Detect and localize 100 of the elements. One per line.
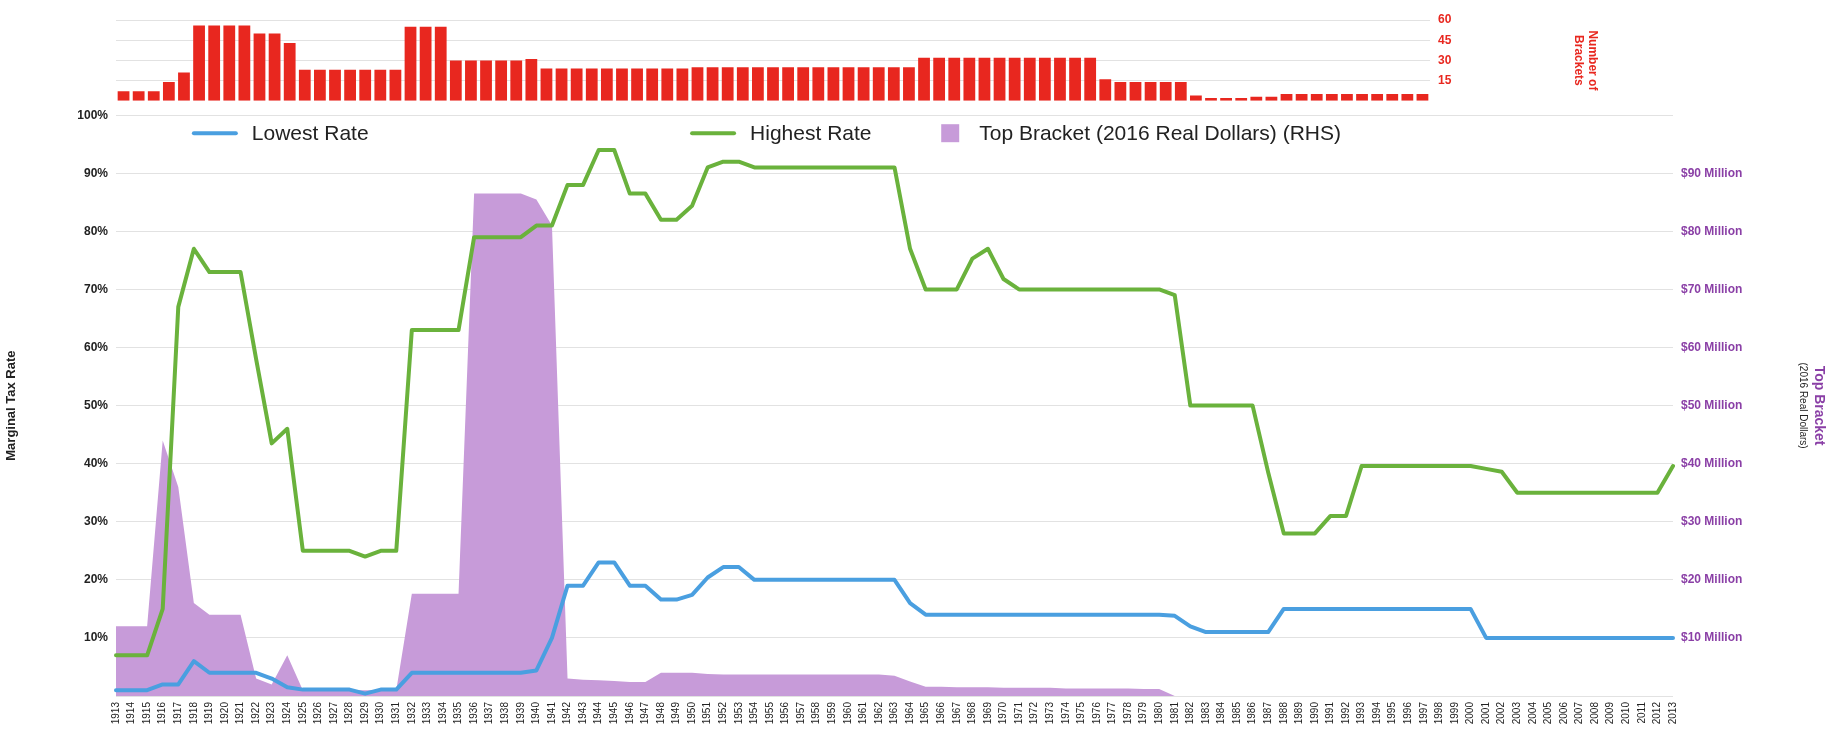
x-tick-label: 1952: [716, 701, 728, 725]
x-tick-label: 2008: [1588, 701, 1600, 725]
bar: [374, 69, 387, 101]
x-tick-label: 1980: [1152, 701, 1164, 725]
bar: [993, 57, 1006, 101]
bar: [948, 57, 961, 101]
x-tick-label: 2001: [1479, 701, 1491, 725]
y-tick-label: 40%: [83, 455, 109, 470]
x-tick-label: 1951: [701, 701, 713, 725]
bar: [646, 68, 659, 101]
bar: [540, 68, 553, 101]
x-tick-label: 2003: [1511, 701, 1523, 725]
x-tick-label: 1919: [203, 701, 215, 725]
bar: [1401, 94, 1414, 101]
y2-tick-label: $30 Million: [1681, 514, 1743, 529]
x-tick-label: 1987: [1261, 701, 1273, 725]
bar: [449, 60, 462, 101]
x-tick-label: 1916: [156, 701, 168, 725]
x-tick-label: 1998: [1433, 701, 1445, 725]
y-tick-label: 20%: [83, 572, 109, 587]
legend-label: Lowest Rate: [251, 121, 369, 144]
y2-axis-title: Top Bracket: [1812, 365, 1829, 446]
bar: [253, 33, 266, 101]
x-tick-label: 1962: [872, 701, 884, 725]
bar: [616, 68, 628, 101]
x-tick-label: 1944: [592, 701, 604, 725]
x-tick-label: 1978: [1121, 701, 1133, 725]
bar: [721, 67, 734, 101]
x-tick-label: 1991: [1324, 701, 1336, 725]
y2-tick-label: $50 Million: [1681, 397, 1743, 412]
bar: [1295, 94, 1308, 101]
bar: [978, 57, 991, 101]
bar: [193, 25, 205, 101]
x-tick-label: 1950: [685, 701, 697, 725]
x-tick-label: 1975: [1075, 701, 1087, 725]
bar: [1174, 81, 1187, 101]
bar: [525, 59, 538, 101]
x-tick-label: 1977: [1106, 701, 1118, 725]
x-tick-label: 1947: [639, 701, 651, 725]
x-tick-label: 1937: [483, 701, 495, 725]
x-tick-label: 1923: [265, 701, 277, 725]
y-tick-label: 30: [1438, 52, 1452, 67]
bar: [1386, 94, 1399, 101]
x-tick-label: 1926: [312, 701, 324, 725]
bar: [918, 57, 930, 101]
bar: [178, 72, 190, 101]
x-tick-label: 1973: [1043, 701, 1055, 725]
x-tick-label: 1981: [1168, 701, 1180, 725]
x-tick-label: 1927: [327, 701, 339, 725]
x-tick-label: 1965: [919, 701, 931, 725]
bar: [359, 69, 372, 101]
bar: [963, 57, 976, 101]
x-tick-label: 1971: [1012, 701, 1024, 725]
x-tick-label: 1995: [1386, 701, 1398, 725]
y2-tick-label: $70 Million: [1681, 281, 1743, 296]
x-tick-label: 2002: [1495, 701, 1507, 725]
y-tick-label: 100%: [77, 107, 109, 122]
x-tick-label: 2004: [1526, 701, 1538, 725]
bar: [480, 60, 492, 101]
bar: [555, 68, 568, 101]
bar: [1341, 94, 1353, 101]
x-tick-label: 1984: [1215, 701, 1227, 725]
bar: [585, 68, 598, 101]
x-tick-label: 1996: [1402, 701, 1414, 725]
bar: [1023, 57, 1036, 101]
bar: [827, 67, 840, 101]
bar: [887, 67, 900, 101]
x-tick-label: 1920: [218, 701, 230, 725]
bar: [903, 67, 915, 101]
x-tick-label: 1932: [405, 701, 417, 725]
y-axis-title: Number of Brackets: [1571, 30, 1600, 92]
bar: [1159, 81, 1172, 101]
x-tick-label: 1942: [561, 701, 573, 725]
x-tick-label: 1997: [1417, 701, 1429, 725]
x-tick-label: 1929: [358, 701, 370, 725]
x-tick-label: 1954: [748, 701, 760, 725]
y-tick-label: 30%: [83, 514, 109, 529]
bar: [1054, 57, 1066, 101]
x-tick-label: 1989: [1293, 701, 1305, 725]
x-tick-label: 2013: [1666, 701, 1678, 725]
legend-label: Highest Rate: [750, 121, 872, 144]
y-tick-label: 50%: [83, 397, 109, 412]
bar: [767, 67, 779, 101]
bar: [283, 42, 296, 101]
x-tick-label: 1955: [763, 701, 775, 725]
x-tick-label: 1970: [997, 701, 1009, 725]
bar: [268, 33, 281, 101]
x-tick-label: 1945: [607, 701, 619, 725]
x-tick-label: 2000: [1464, 701, 1476, 725]
x-tick-label: 1960: [841, 701, 853, 725]
x-tick-label: 1940: [530, 701, 542, 725]
y2-tick-label: $40 Million: [1681, 455, 1743, 470]
x-tick-label: 1939: [514, 701, 526, 725]
bar: [1310, 94, 1323, 101]
bar: [208, 25, 221, 101]
x-tick-label: 2012: [1651, 701, 1663, 725]
x-tick-label: 1943: [576, 701, 588, 725]
x-tick-label: 1999: [1448, 701, 1460, 725]
x-tick-label: 2007: [1573, 701, 1585, 725]
x-tick-label: 1993: [1355, 701, 1367, 725]
